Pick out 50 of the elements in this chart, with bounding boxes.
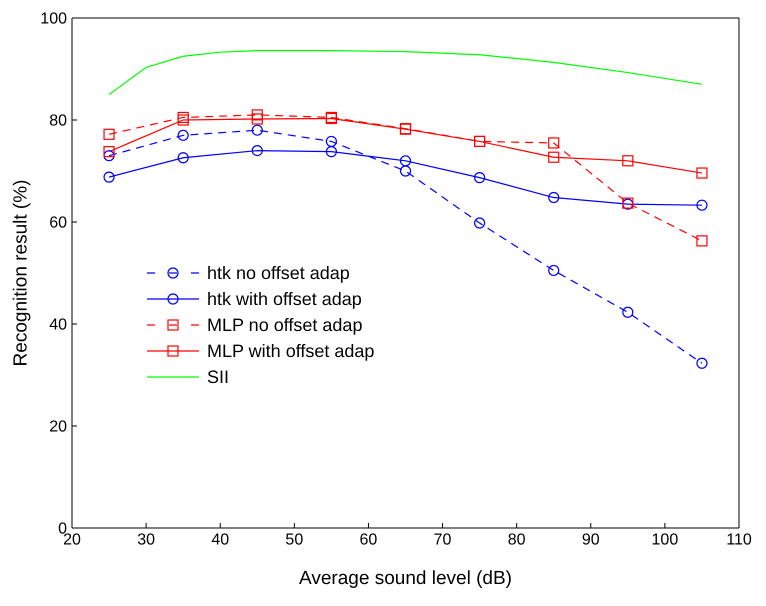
x-tick-label: 80 (508, 531, 526, 548)
point (103, 150, 115, 162)
point (548, 137, 560, 149)
point (622, 306, 634, 318)
point (400, 155, 412, 166)
point (252, 113, 263, 125)
y-tick-label: 20 (49, 418, 68, 436)
point (178, 152, 189, 164)
point (326, 136, 337, 148)
point (474, 172, 486, 184)
x-tick-label: 70 (434, 531, 452, 548)
point (252, 109, 263, 120)
y-tick-label: 100 (40, 10, 68, 28)
point (103, 128, 115, 140)
x-tick-label: 100 (652, 531, 678, 548)
point (474, 217, 486, 229)
point (548, 264, 560, 276)
x-axis-title: Average sound level (dB) (299, 568, 512, 589)
line-series (108, 50, 703, 96)
legend-label: MLP with offset adap (207, 340, 374, 363)
x-tick-label: 60 (360, 531, 378, 548)
point (103, 172, 115, 183)
point (696, 358, 708, 369)
legend-label: htk with offset adap (207, 288, 362, 311)
point (252, 124, 263, 136)
y-tick-label: 60 (49, 214, 68, 232)
point (326, 146, 337, 158)
point (696, 200, 708, 211)
legend-label: htk no offset adap (207, 262, 350, 285)
x-tick-label: 50 (285, 531, 304, 548)
x-tick-label: 30 (137, 531, 156, 548)
point (696, 167, 708, 179)
y-axis-title: Recognition result (%) (10, 180, 32, 366)
legend-label: SII (207, 366, 230, 389)
point (400, 165, 412, 177)
point (622, 155, 634, 166)
point (178, 114, 189, 126)
x-tick-label: 110 (726, 531, 752, 548)
point (548, 192, 560, 204)
point (548, 152, 560, 163)
point (178, 130, 189, 141)
x-tick-label: 40 (211, 531, 230, 548)
y-tick-label: 80 (49, 112, 68, 130)
y-tick-label: 40 (49, 316, 68, 334)
point (178, 112, 189, 124)
point (696, 235, 708, 246)
legend-label: MLP no offset adap (207, 314, 362, 337)
point (103, 146, 115, 158)
point (252, 145, 263, 156)
x-tick-label: 90 (582, 531, 600, 548)
